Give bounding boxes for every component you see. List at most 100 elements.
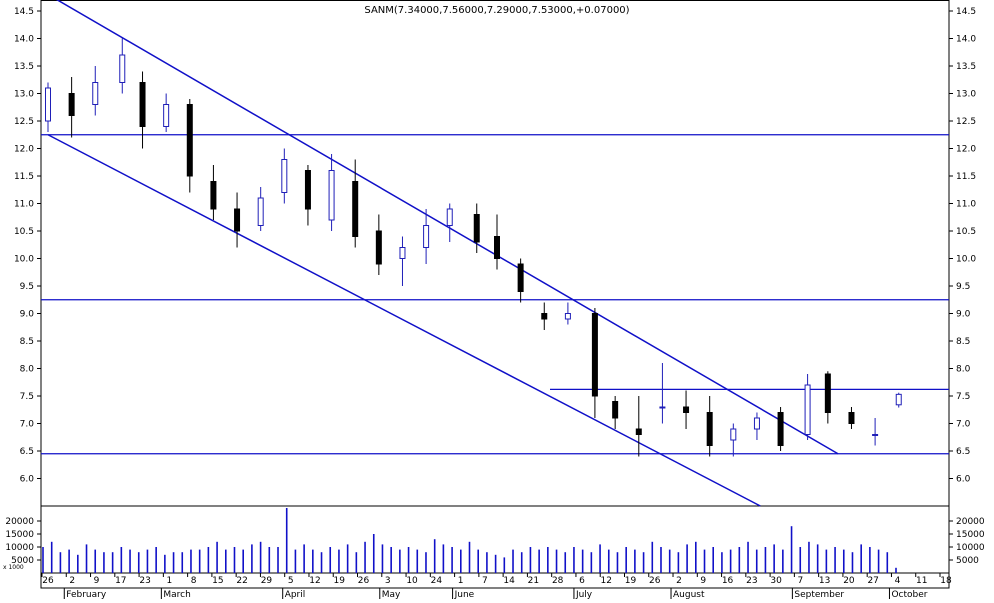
price-tick-label-right: 8.0	[956, 365, 971, 375]
price-tick-label-left: 6.0	[20, 475, 35, 485]
price-tick-label-right: 7.0	[956, 420, 971, 430]
price-tick-label-left: 14.0	[14, 35, 34, 45]
date-tick-label: 29	[261, 576, 273, 586]
chart-title: SANM(7.34000,7.56000,7.29000,7.53000,+0.…	[364, 5, 629, 16]
date-tick-label: 18	[940, 576, 952, 586]
candle-body	[777, 412, 784, 446]
date-tick-label: 1	[166, 576, 172, 586]
date-tick-label: 12	[309, 576, 320, 586]
date-tick-label: 26	[649, 576, 661, 586]
volume-tick-label-right: 10000	[956, 543, 985, 553]
candle-body	[399, 247, 406, 259]
date-axis: 26 2 9 17 23 1 8 15 22 29 5 12 19 26 3 10 24 1 7 14 21 28 6 12 1…	[41, 573, 952, 600]
date-tick-label: 10	[406, 576, 418, 586]
candle-body	[163, 104, 170, 127]
date-tick-label: 11	[916, 576, 927, 586]
candle-body	[257, 197, 264, 226]
date-tick-label: 27	[867, 576, 878, 586]
price-tick-label-right: 9.0	[956, 310, 971, 320]
candle-body	[281, 159, 288, 193]
candle-body	[423, 225, 430, 248]
price-tick-label-right: 13.0	[956, 90, 976, 100]
date-tick-label: 4	[895, 576, 901, 586]
plot-border	[40, 0, 950, 589]
candle-body	[541, 313, 548, 320]
price-tick-label-right: 13.5	[956, 62, 976, 72]
date-tick-label: 7	[482, 576, 488, 586]
volume-multiplier-label: x 1000	[3, 564, 24, 571]
price-tick-label-right: 12.5	[956, 117, 976, 127]
date-tick-label: 14	[503, 576, 515, 586]
candle-body	[119, 54, 126, 83]
date-tick-label: 23	[746, 576, 757, 586]
candle-body	[706, 412, 713, 446]
candle-body	[683, 406, 690, 413]
month-label: July	[575, 590, 593, 599]
volume-tick-label-right: 20000	[956, 517, 985, 527]
month-label: October	[891, 590, 927, 599]
candle-body	[753, 417, 760, 430]
volume-tick-label-left: 10000	[5, 543, 34, 553]
date-tick-label: 2	[676, 576, 682, 586]
candle-body	[304, 170, 311, 210]
date-tick-label: 6	[579, 576, 585, 586]
date-tick-label: 16	[722, 576, 734, 586]
date-tick-label: 30	[770, 576, 782, 586]
date-tick-label: 3	[385, 576, 391, 586]
candle-body	[591, 313, 598, 397]
month-label: March	[163, 590, 190, 599]
candle-body	[872, 434, 879, 436]
horizontal-levels	[41, 134, 949, 455]
price-tick-label-left: 12.5	[14, 117, 34, 127]
candle-body	[564, 313, 571, 320]
volume-tick-label-right: 15000	[956, 530, 985, 540]
candle-body	[234, 208, 241, 232]
date-tick-label: 24	[431, 576, 443, 586]
candle-body	[473, 214, 480, 243]
price-tick-label-left: 10.5	[14, 227, 34, 237]
candle-body	[328, 170, 335, 221]
date-tick-label: 26	[42, 576, 54, 586]
candle-body	[517, 263, 524, 292]
date-tick-label: 9	[700, 576, 706, 586]
date-tick-label: 28	[552, 576, 564, 586]
candle-body	[824, 373, 831, 413]
candle-body	[612, 401, 619, 419]
month-label: August	[673, 590, 705, 599]
price-tick-label-left: 13.0	[14, 90, 34, 100]
trend-line	[55, 0, 839, 455]
price-tick-label-left: 11.0	[14, 200, 34, 210]
date-tick-label: 7	[798, 576, 804, 586]
price-tick-label-right: 12.0	[956, 145, 976, 155]
price-tick-label-left: 7.5	[20, 392, 34, 402]
price-tick-label-right: 7.5	[956, 392, 970, 402]
date-tick-label: 8	[191, 576, 197, 586]
price-tick-label-left: 8.5	[20, 337, 34, 347]
month-label: May	[382, 590, 401, 599]
price-axis: 14.5 14.5 14.0 14.0 13.5 13.5 13.0 13.0 12.5 12.5…	[14, 7, 976, 485]
price-tick-label-right: 6.0	[956, 475, 971, 485]
candle-body	[352, 181, 359, 237]
price-tick-label-right: 11.5	[956, 172, 976, 182]
candle-body	[446, 208, 453, 226]
candle-body	[139, 82, 146, 127]
date-tick-label: 17	[115, 576, 126, 586]
price-tick-label-right: 14.0	[956, 35, 976, 45]
price-tick-label-left: 7.0	[20, 420, 35, 430]
price-tick-label-right: 10.5	[956, 227, 976, 237]
candle-body	[375, 230, 382, 265]
volume-axis: 20000 20000 15000 15000 10000 10000 5000 5000	[5, 517, 985, 566]
price-tick-label-left: 11.5	[14, 172, 34, 182]
date-tick-label: 21	[528, 576, 539, 586]
candle-body	[45, 87, 51, 122]
chart-frame	[40, 0, 950, 589]
candle-body	[804, 384, 811, 435]
price-tick-label-left: 14.5	[14, 7, 34, 17]
price-tick-label-left: 13.5	[14, 62, 34, 72]
price-tick-label-left: 9.0	[20, 310, 35, 320]
candle-body	[730, 428, 737, 441]
date-tick-label: 26	[358, 576, 370, 586]
price-tick-label-right: 8.5	[956, 337, 970, 347]
